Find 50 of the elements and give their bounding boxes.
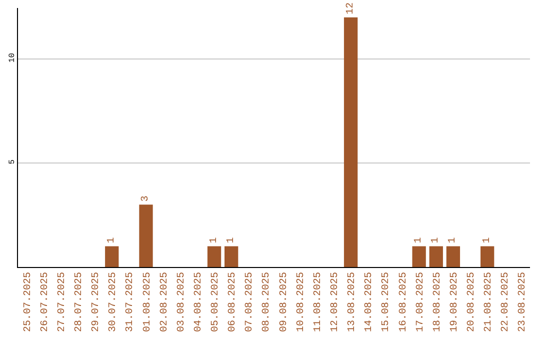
x-tick-label: 16.08.2025 <box>398 272 410 332</box>
x-tick-label: 01.08.2025 <box>142 272 154 332</box>
y-tick-label: 5 <box>8 159 17 164</box>
bar <box>446 246 460 267</box>
data-label: 1 <box>414 237 425 244</box>
bar <box>224 246 238 267</box>
x-tick-label: 08.08.2025 <box>262 272 273 332</box>
x-tick-label: 22.08.2025 <box>500 272 512 332</box>
bar <box>105 246 119 267</box>
x-tick-label: 26.07.2025 <box>40 272 51 332</box>
x-tick-label: 06.08.2025 <box>228 272 239 332</box>
x-tick-label: 05.08.2025 <box>210 272 222 332</box>
x-tick-label: 31.07.2025 <box>125 272 136 332</box>
x-tick-label: 23.08.2025 <box>518 272 529 332</box>
x-tick-label: 10.08.2025 <box>296 272 307 332</box>
data-label: 1 <box>106 237 118 244</box>
x-tick-label: 27.07.2025 <box>56 272 68 332</box>
y-tick-label: 10 <box>8 52 17 63</box>
x-tick-label: 17.08.2025 <box>415 272 426 332</box>
bar <box>207 246 222 267</box>
x-tick-label: 30.07.2025 <box>108 272 120 332</box>
data-label: 1 <box>430 237 442 244</box>
x-tick-label: 02.08.2025 <box>159 272 170 332</box>
data-label: 1 <box>448 237 459 244</box>
x-tick-label: 20.08.2025 <box>466 272 478 332</box>
x-tick-label: 18.08.2025 <box>432 272 444 332</box>
x-tick-label: 11.08.2025 <box>312 272 324 332</box>
x-tick-label: 12.08.2025 <box>330 272 341 332</box>
x-tick-label: 13.08.2025 <box>347 272 358 332</box>
bar <box>412 246 426 267</box>
x-tick-label: 29.07.2025 <box>91 272 102 332</box>
bar <box>480 246 494 267</box>
x-tick-label: 28.07.2025 <box>74 272 85 332</box>
x-tick-label: 15.08.2025 <box>381 272 392 332</box>
x-tick-label: 09.08.2025 <box>278 272 290 332</box>
x-tick-label: 03.08.2025 <box>176 272 188 332</box>
x-tick-label: 19.08.2025 <box>449 272 460 332</box>
data-label: 1 <box>482 237 493 244</box>
bar <box>429 246 443 267</box>
x-tick-label: 14.08.2025 <box>364 272 376 332</box>
x-tick-label: 21.08.2025 <box>484 272 495 332</box>
bar <box>139 204 153 267</box>
x-tick-label: 04.08.2025 <box>193 272 204 332</box>
data-label: 1 <box>208 237 220 244</box>
bar <box>344 17 358 267</box>
x-tick-label: 07.08.2025 <box>244 272 256 332</box>
data-label: 1 <box>226 237 237 244</box>
x-tick-label: 25.07.2025 <box>22 272 34 332</box>
data-label: 12 <box>345 2 356 14</box>
data-label: 3 <box>140 196 152 202</box>
